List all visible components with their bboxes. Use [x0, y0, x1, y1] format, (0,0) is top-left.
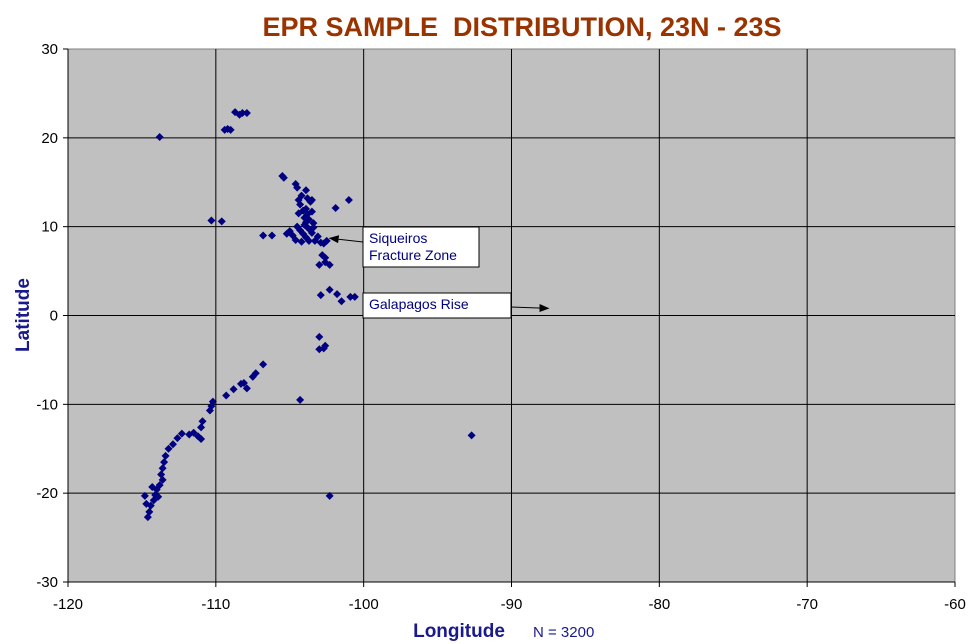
data-point: [325, 491, 334, 500]
data-point: [164, 444, 173, 453]
data-point: [173, 434, 182, 443]
y-tick-label: -20: [36, 485, 58, 502]
data-point: [158, 475, 167, 484]
data-point: [168, 440, 177, 449]
data-point: [350, 292, 359, 301]
data-point: [205, 406, 214, 415]
y-tick-label: -30: [36, 574, 58, 591]
data-point: [313, 232, 322, 241]
x-tick-label: -60: [944, 596, 966, 613]
data-point: [296, 395, 305, 404]
data-point: [297, 191, 306, 200]
x-tick-label: -90: [501, 596, 523, 613]
x-axis-ticks: -120 -110 -100 -90 -80 -70 -60: [53, 582, 966, 613]
data-point: [296, 200, 305, 209]
data-point: [467, 431, 476, 440]
data-point: [297, 237, 306, 246]
annotation-box: [362, 292, 512, 319]
data-point: [238, 108, 247, 117]
x-tick-label: -80: [648, 596, 670, 613]
data-point: [226, 125, 235, 134]
chart-title: EPR SAMPLE DISTRIBUTION, 23N - 23S: [262, 12, 781, 42]
data-point: [291, 235, 300, 244]
data-point: [259, 360, 268, 369]
data-point: [293, 183, 302, 192]
x-tick-label: -120: [53, 596, 83, 613]
data-point: [161, 451, 170, 460]
data-point: [315, 260, 324, 269]
data-point: [197, 434, 206, 443]
data-point: [236, 379, 245, 388]
annotation-box: [362, 226, 480, 268]
x-tick-label: -110: [201, 596, 230, 613]
data-point: [321, 253, 330, 262]
data-point: [294, 209, 303, 218]
x-axis-label: Longitude: [413, 621, 505, 642]
data-point: [217, 217, 226, 226]
data-point: [325, 285, 334, 294]
data-point: [242, 108, 251, 117]
data-point: [268, 231, 277, 240]
data-point: [140, 491, 149, 500]
data-point: [222, 391, 231, 400]
y-tick-label: 0: [50, 308, 58, 325]
data-point: [315, 332, 324, 341]
data-point: [307, 207, 316, 216]
data-point: [154, 492, 163, 501]
annotation-arrow: [510, 304, 550, 313]
data-point: [337, 297, 346, 306]
data-point: [331, 204, 340, 213]
annotation-arrow: [328, 235, 364, 244]
data-point: [279, 173, 288, 182]
x-tick-label: -100: [349, 596, 379, 613]
data-point: [344, 196, 353, 205]
annotation-callout: Galapagos Rise: [362, 292, 550, 319]
data-points: [140, 108, 476, 522]
y-tick-label: 10: [41, 219, 58, 236]
data-point: [198, 417, 207, 426]
data-point: [177, 429, 186, 438]
data-point: [197, 423, 206, 432]
data-point: [333, 290, 342, 299]
data-point: [158, 464, 167, 473]
data-point: [304, 236, 313, 245]
data-point: [259, 231, 268, 240]
x-tick-label: -70: [796, 596, 818, 613]
data-point: [325, 260, 334, 269]
y-tick-label: -10: [36, 396, 58, 413]
y-axis-ticks: -30 -20 -10 0 10 20 30: [36, 41, 68, 591]
annotation-text: Fracture Zone: [369, 247, 457, 263]
data-point: [155, 132, 164, 141]
y-tick-label: 30: [41, 41, 58, 58]
data-point: [316, 291, 325, 300]
annotation-text: Siqueiros: [369, 230, 427, 246]
data-point: [207, 216, 216, 225]
data-point: [148, 482, 157, 491]
data-point: [185, 430, 194, 439]
annotation-text: Galapagos Rise: [369, 296, 469, 312]
data-point: [302, 186, 311, 195]
data-point: [302, 218, 311, 227]
data-point: [160, 458, 169, 467]
data-point: [307, 196, 316, 205]
y-tick-label: 20: [41, 130, 58, 147]
data-point: [242, 384, 251, 393]
data-point: [142, 499, 151, 508]
data-point: [143, 513, 152, 522]
data-point: [346, 292, 355, 301]
data-point: [309, 223, 318, 232]
y-axis-label: Latitude: [13, 278, 34, 352]
sample-count-label: N = 3200: [533, 624, 594, 641]
data-point: [321, 341, 330, 350]
data-point: [248, 372, 257, 381]
data-point: [309, 219, 318, 228]
data-point: [229, 385, 238, 394]
grid-lines: [67, 49, 955, 583]
